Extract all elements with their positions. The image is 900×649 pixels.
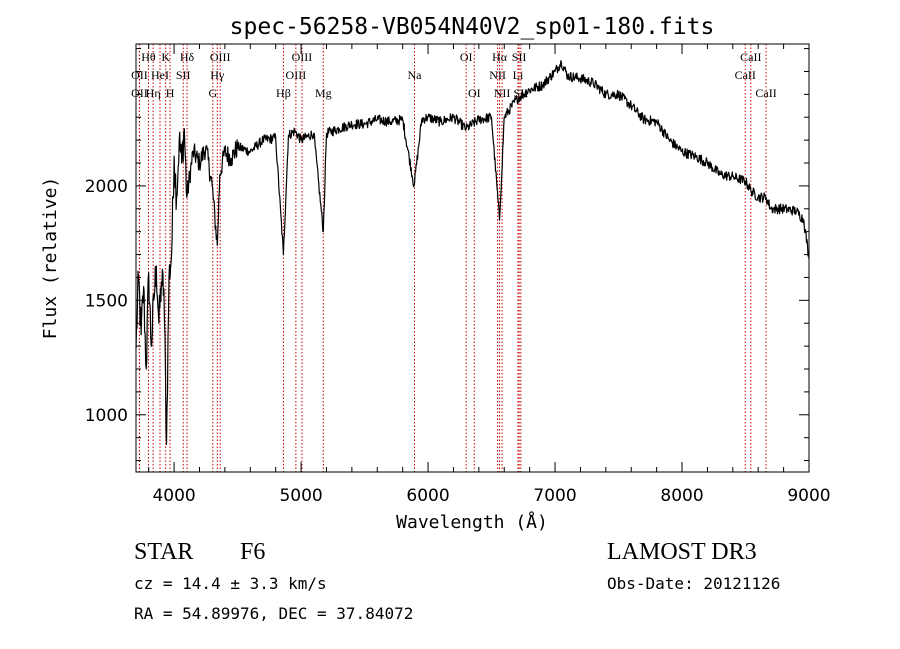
coordinates: RA = 54.89976, DEC = 37.84072 [134,604,414,623]
y-tick-label-1500: 1500 [85,291,128,311]
line-label-15: Mg [315,86,332,100]
line-label-16: Na [407,68,422,82]
line-label-10: Hγ [210,68,225,82]
line-label-1: OII [131,68,148,82]
redshift-value: cz = 14.4 ± 3.3 km/s [134,574,327,593]
line-label-17: OI [460,50,473,64]
object-class: STAR [134,539,194,565]
y-axis-label: Flux (relative) [40,177,61,340]
object-subclass: F6 [240,539,266,565]
line-label-8: Hδ [180,50,195,64]
line-label-13: OIII [292,50,313,64]
line-label-25: CaII [740,50,761,64]
x-tick-label-6000: 6000 [406,486,449,506]
plot-frame [135,43,810,473]
x-tick-label-5000: 5000 [279,486,322,506]
chart-title: spec-56258-VB054N40V2_sp01-180.fits [230,14,715,40]
x-tick-label-9000: 9000 [787,486,830,506]
line-label-19: Hα [492,50,508,64]
line-label-6: SII [176,68,191,82]
line-label-2: OII [131,86,148,100]
line-label-18: OI [468,86,481,100]
line-label-3: Hη [146,86,161,100]
y-tick-label-1000: 1000 [85,406,128,426]
line-label-5: HeI [151,68,169,82]
line-label-23: NII [494,86,511,100]
line-label-21: NII [489,68,506,82]
line-label-22: Li [513,68,524,82]
x-tick-label-8000: 8000 [660,486,703,506]
line-label-0: Hθ [141,50,156,64]
line-label-14: OIII [286,68,307,82]
observation-date: Obs-Date: 20121126 [607,574,781,593]
line-label-27: CaII [755,86,776,100]
line-label-11: G [208,86,217,100]
x-tick-label-4000: 4000 [152,486,195,506]
survey-name: LAMOST DR3 [607,539,757,565]
y-tick-label-2000: 2000 [85,177,128,197]
line-label-26: CaII [735,68,756,82]
x-tick-label-7000: 7000 [533,486,576,506]
line-label-7: H [166,86,175,100]
x-axis-ticks: 4000 5000 6000 7000 8000 9000 [148,44,831,506]
y-axis-ticks: 1000 1500 2000 [85,48,809,462]
line-label-4: K [161,50,170,64]
spectrum-line [135,60,810,446]
line-label-20: SII [512,50,527,64]
spectrum-chart: spec-56258-VB054N40V2_sp01-180.fits Hθ OI… [40,14,831,533]
x-axis-label: Wavelength (Å) [396,511,548,533]
emission-line-markers [138,44,767,472]
line-label-12: Hβ [276,86,291,100]
line-label-9: OIII [210,50,231,64]
